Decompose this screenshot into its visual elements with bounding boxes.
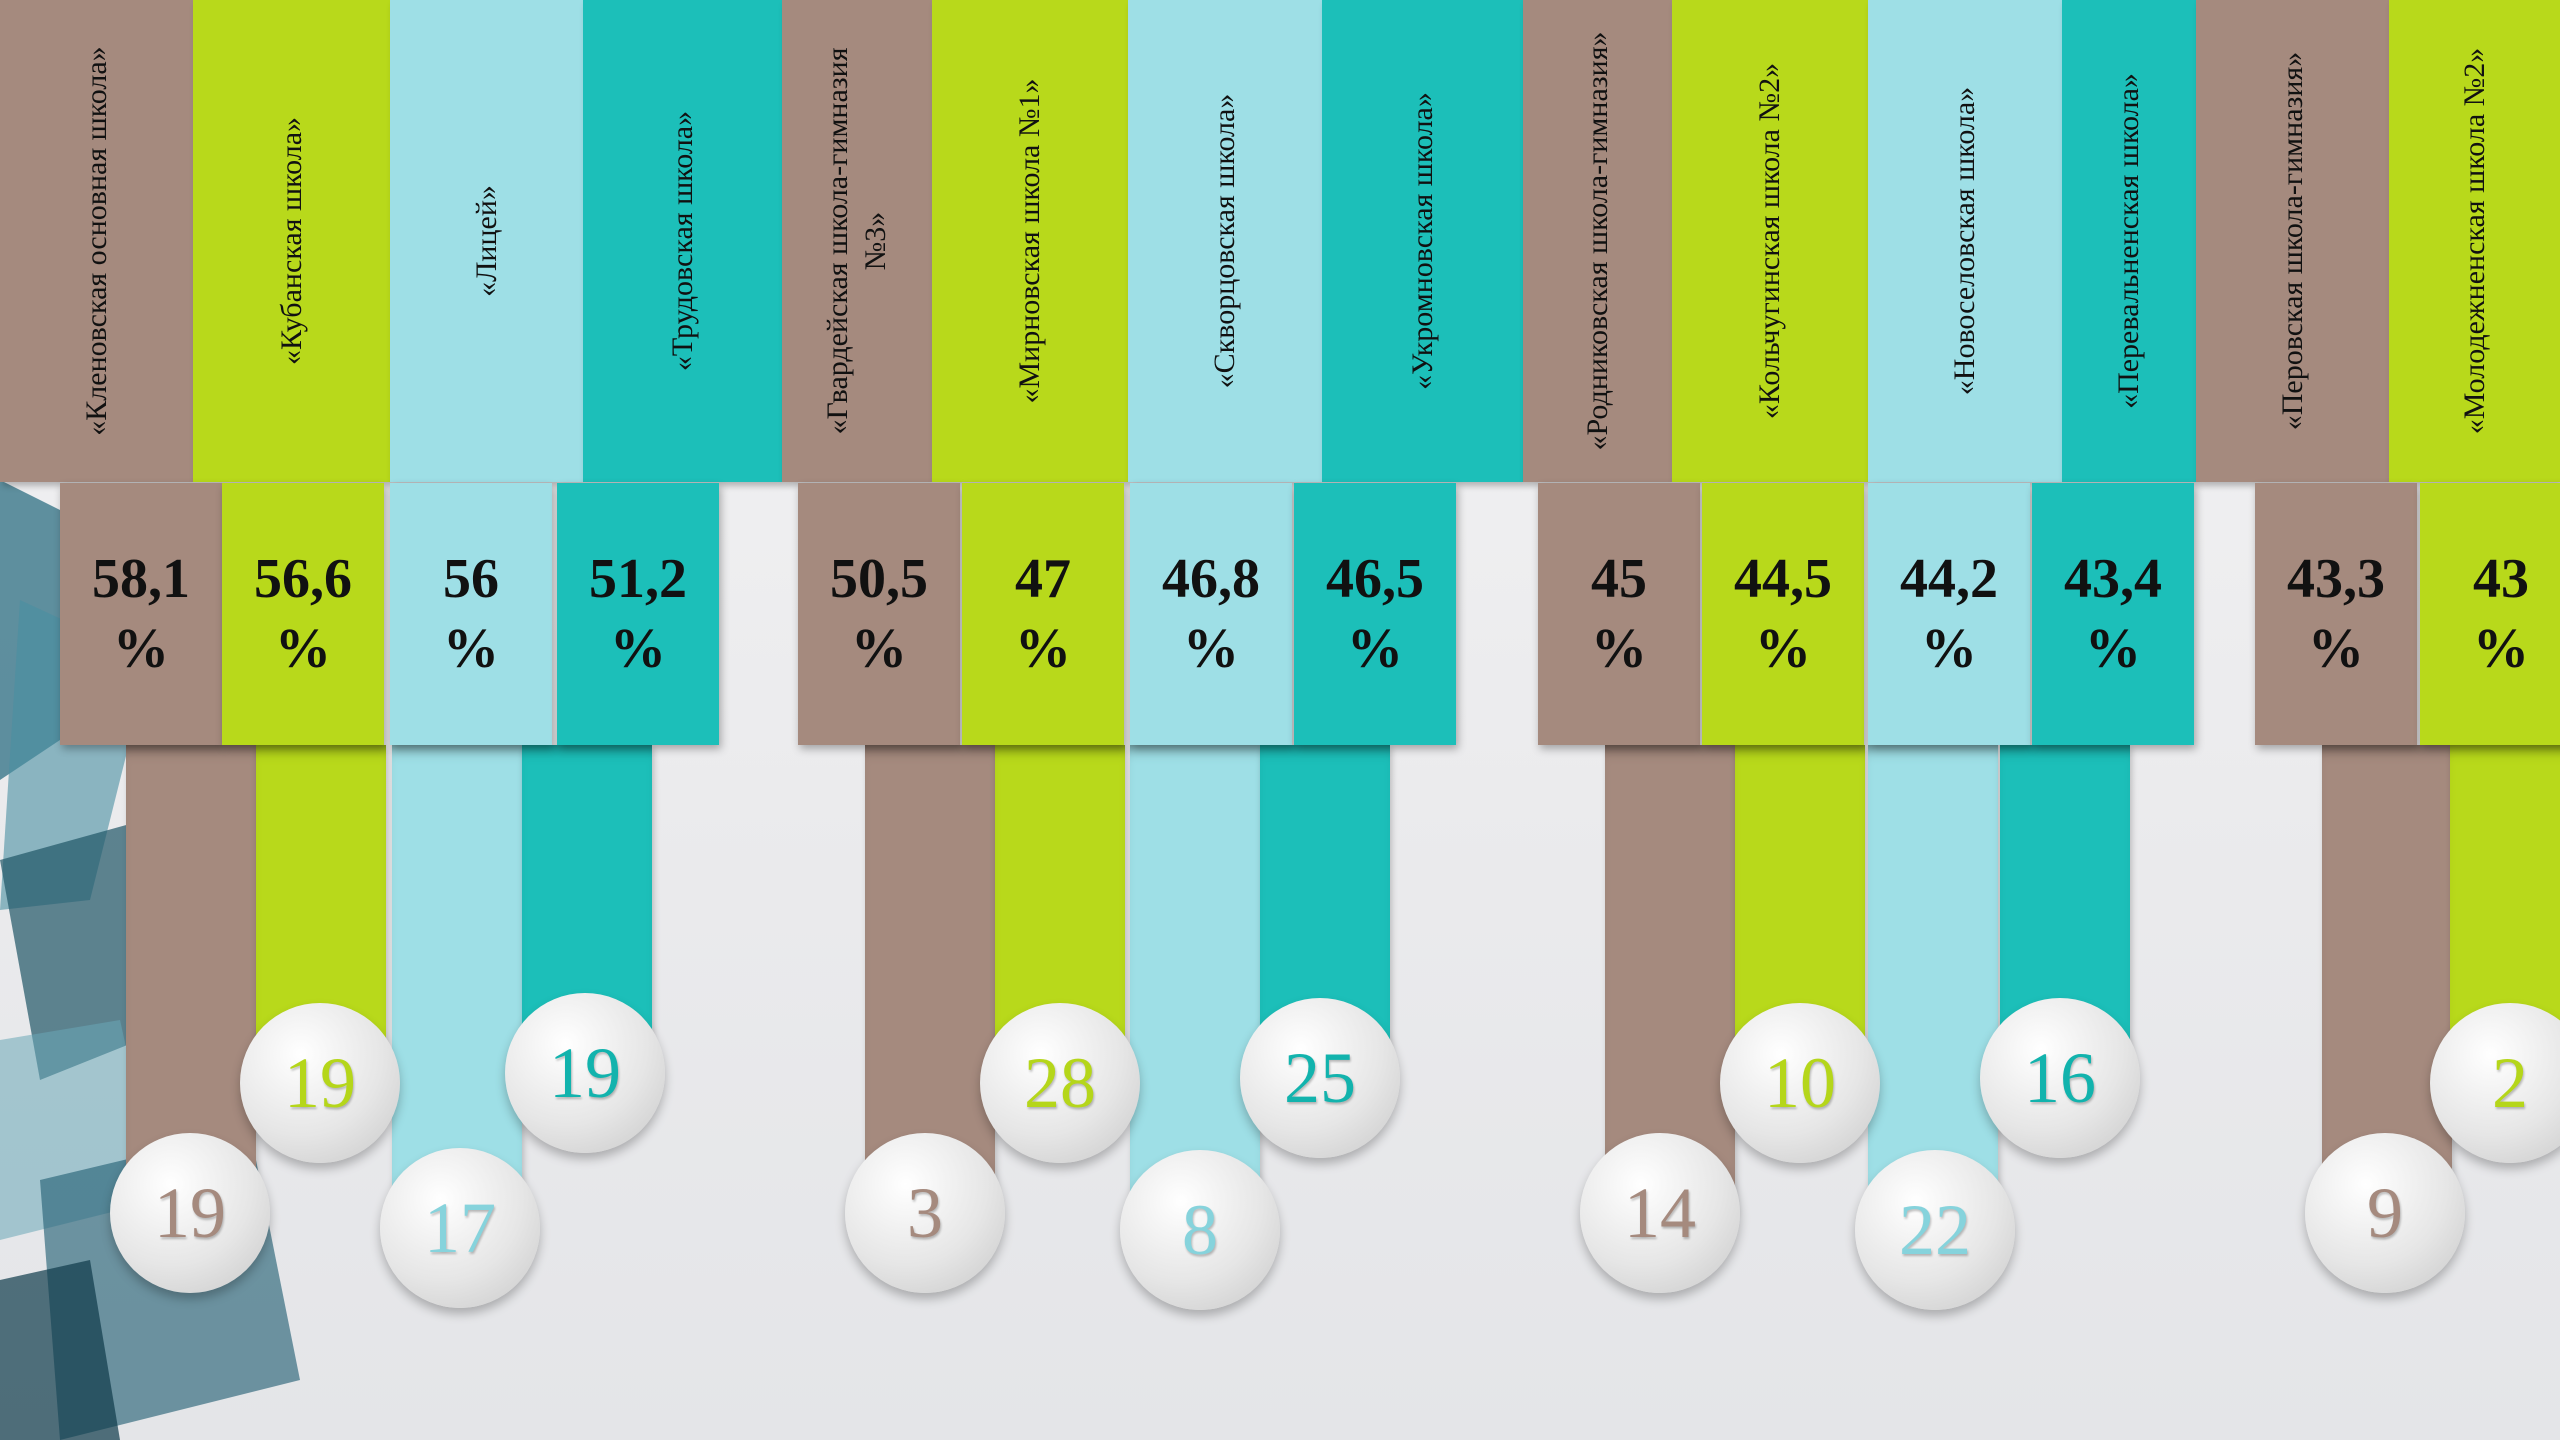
school-name-label: «Кубанская школа»	[274, 116, 308, 366]
percent-label: 44,2%	[1900, 548, 1998, 680]
percent-label: 43,3%	[2287, 548, 2385, 680]
percent-block: 46,8%	[1130, 483, 1292, 745]
school-name-band: «Перовская школа-гимназия»	[2196, 0, 2389, 482]
school-name-band: «Кольчугинская школа №2»	[1672, 0, 1868, 482]
count-circle: 3	[845, 1133, 1005, 1293]
percent-label: 56%	[443, 548, 499, 680]
school-name-label: «Гвардейская школа-гимназия №3»	[821, 47, 892, 435]
percent-label: 44,5%	[1734, 548, 1832, 680]
count-circle: 17	[380, 1148, 540, 1308]
percent-block: 44,5%	[1702, 483, 1864, 745]
percent-block: 43,4%	[2032, 483, 2194, 745]
school-name-band: «Родниковская школа-гимназия»	[1523, 0, 1672, 482]
percent-block: 45%	[1538, 483, 1700, 745]
percent-block: 47%	[962, 483, 1124, 745]
school-name-label: «Родниковская школа-гимназия»	[1580, 31, 1614, 451]
percent-label: 43,4%	[2064, 548, 2162, 680]
school-name-band: «Мирновская школа №1»	[932, 0, 1128, 482]
school-name-band: «Новоселовская школа»	[1868, 0, 2062, 482]
school-name-label: «Кленовская основная школа»	[79, 46, 113, 436]
school-name-band: «Трудовская школа»	[583, 0, 782, 482]
percent-label: 56,6%	[254, 548, 352, 680]
percent-block: 44,2%	[1868, 483, 2030, 745]
school-name-label: «Лицей»	[469, 185, 503, 297]
percent-label: 47%	[1015, 548, 1071, 680]
count-strip	[392, 745, 522, 1228]
percent-block: 46,5%	[1294, 483, 1456, 745]
count-circle: 19	[110, 1133, 270, 1293]
school-name-label: «Перевальненская школа»	[2112, 73, 2145, 409]
count-strip	[1130, 745, 1260, 1230]
count-strip	[1868, 745, 1998, 1230]
percent-label: 46,8%	[1162, 548, 1260, 680]
school-name-label: «Кольчугинская школа №2»	[1753, 62, 1786, 420]
percent-label: 43%	[2473, 548, 2529, 680]
count-circle: 9	[2305, 1133, 2465, 1293]
percent-label: 51,2%	[589, 548, 687, 680]
school-name-band: «Молодежненская школа №2»	[2389, 0, 2560, 482]
percent-block: 43%	[2420, 483, 2560, 745]
school-name-band: «Гвардейская школа-гимназия №3»	[782, 0, 932, 482]
school-name-band: «Перевальненская школа»	[2062, 0, 2196, 482]
percent-block: 51,2%	[557, 483, 719, 745]
school-name-label: «Трудовская школа»	[665, 110, 699, 372]
count-circle: 14	[1580, 1133, 1740, 1293]
school-name-label: «Молодежненская школа №2»	[2457, 47, 2491, 435]
school-name-label: «Новоселовская школа»	[1948, 86, 1981, 396]
count-circle: 25	[1240, 998, 1400, 1158]
school-name-band: «Лицей»	[390, 0, 583, 482]
school-name-band: «Кленовская основная школа»	[0, 0, 193, 482]
percent-block: 56%	[390, 483, 552, 745]
percent-label: 45%	[1591, 548, 1647, 680]
percent-label: 46,5%	[1326, 548, 1424, 680]
school-name-band: «Укромновская школа»	[1322, 0, 1523, 482]
percent-block: 43,3%	[2255, 483, 2417, 745]
count-circle: 16	[1980, 998, 2140, 1158]
school-name-label: «Скворцовская школа»	[1208, 93, 1241, 389]
percent-block: 58,1%	[60, 483, 222, 745]
count-circle: 2	[2430, 1003, 2560, 1163]
count-circle: 22	[1855, 1150, 2015, 1310]
count-circle: 8	[1120, 1150, 1280, 1310]
school-name-band: «Скворцовская школа»	[1128, 0, 1322, 482]
count-circle: 19	[240, 1003, 400, 1163]
count-circle: 19	[505, 993, 665, 1153]
percent-block: 50,5%	[798, 483, 960, 745]
percent-label: 50,5%	[830, 548, 928, 680]
school-name-label: «Мирновская школа №1»	[1013, 78, 1046, 404]
count-circle: 28	[980, 1003, 1140, 1163]
count-circle: 10	[1720, 1003, 1880, 1163]
percent-block: 56,6%	[222, 483, 384, 745]
percent-label: 58,1%	[92, 548, 190, 680]
school-name-label: «Укромновская школа»	[1405, 92, 1439, 390]
school-name-label: «Перовская школа-гимназия»	[2275, 51, 2309, 431]
school-name-band: «Кубанская школа»	[193, 0, 390, 482]
